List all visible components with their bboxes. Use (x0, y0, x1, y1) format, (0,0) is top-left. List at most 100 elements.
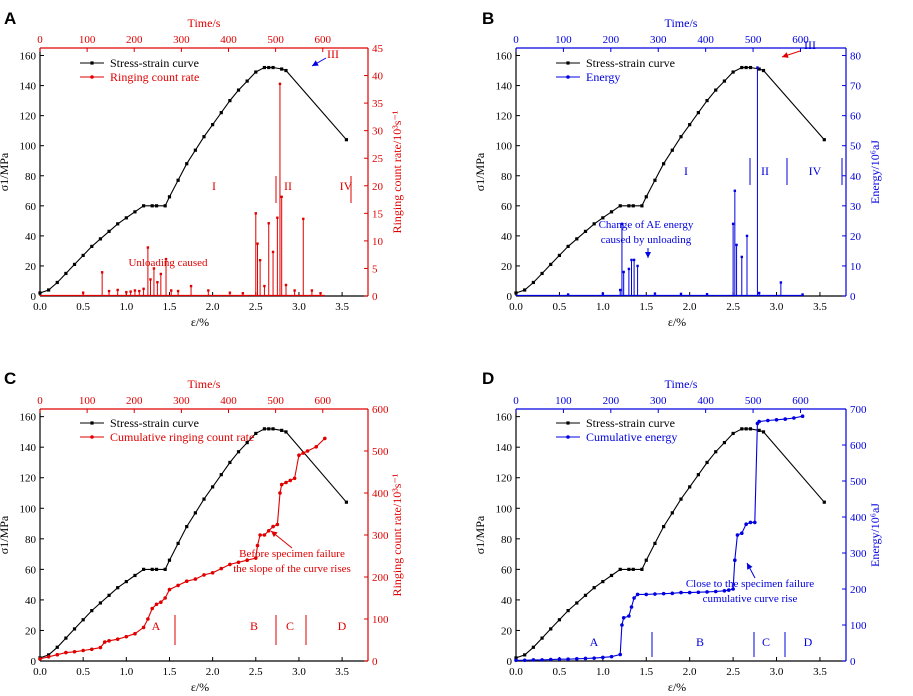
series-marker (64, 271, 68, 276)
legend-marker (566, 61, 570, 65)
series-marker (90, 609, 94, 613)
left-axis-label: σ1/MPa (0, 152, 11, 191)
x-tick-label: 3.5 (335, 301, 349, 313)
legend-marker (90, 75, 94, 79)
y2-tick-label: 35 (372, 98, 384, 110)
series-marker (38, 291, 42, 295)
series-point (653, 292, 657, 295)
series-point (152, 267, 156, 270)
series-marker (185, 162, 189, 166)
series-marker (107, 229, 111, 233)
series-marker (176, 583, 180, 588)
legend-marker (90, 435, 94, 439)
series-point (620, 222, 624, 226)
series-point (81, 291, 85, 294)
series-marker (540, 658, 544, 662)
series-marker (601, 579, 605, 584)
series-marker (141, 567, 146, 571)
series-marker (184, 579, 189, 583)
x-tick-label: 1.5 (163, 301, 177, 313)
series-marker (566, 244, 570, 248)
series-point (207, 289, 210, 292)
series-point (100, 271, 104, 274)
y-tick-label: 20 (25, 261, 37, 273)
legend-label: Stress-strain curve (586, 416, 675, 430)
series-marker (714, 88, 718, 92)
series-point (133, 289, 137, 292)
series-marker (696, 111, 700, 115)
series-marker (98, 237, 103, 241)
series-point (278, 82, 282, 86)
series-marker (620, 623, 624, 627)
series-marker (705, 460, 709, 465)
series-marker (154, 602, 159, 607)
series-marker (154, 567, 159, 571)
y2-tick-label: 500 (850, 476, 867, 488)
series-marker (774, 418, 779, 422)
series-line-stress-strain-curve (515, 428, 825, 659)
series-marker (159, 600, 163, 604)
top-tick-label: 300 (173, 395, 190, 407)
series-marker (271, 524, 275, 529)
y2-tick-label: 100 (372, 614, 389, 626)
annotation-arrowhead (747, 563, 753, 570)
y-tick-label: 120 (20, 473, 37, 485)
annotation-arrowhead (312, 60, 319, 66)
annotation-text: Close to the specimen failure (686, 578, 814, 590)
series-marker (47, 288, 51, 292)
series-marker (679, 135, 683, 139)
series-marker (670, 591, 675, 596)
stage-label: D (804, 635, 813, 649)
series-marker (89, 647, 94, 652)
series-marker (557, 657, 562, 661)
y-tick-label: 0 (507, 291, 513, 303)
legend-label: Stress-strain curve (586, 56, 675, 70)
series-marker (583, 656, 588, 661)
right-axis-label: Ringing count rate/10³s⁻¹ (390, 110, 404, 233)
series-marker (644, 558, 648, 562)
series-marker (107, 593, 111, 597)
series-marker (55, 652, 60, 657)
legend-label: Cumulative energy (586, 430, 677, 444)
series-marker (124, 216, 128, 220)
series-marker (55, 280, 59, 285)
right-axis-label: Energy/10⁶aJ (868, 140, 882, 204)
series-marker (783, 417, 788, 421)
stage-label: IV (340, 179, 353, 193)
series-point (619, 288, 622, 292)
annotation-text: Before specimen failure (239, 548, 345, 560)
series-marker (193, 511, 197, 515)
series-marker (705, 590, 709, 594)
y2-tick-label: 600 (850, 440, 867, 452)
series-marker (219, 111, 223, 115)
stage-label: III (804, 38, 816, 52)
series-marker (344, 138, 349, 142)
y2-tick-label: 200 (850, 584, 867, 596)
y-tick-label: 100 (496, 141, 513, 153)
x-tick-label: 2.5 (249, 666, 263, 678)
series-marker (228, 460, 232, 465)
series-marker (64, 650, 68, 655)
y2-tick-label: 60 (850, 111, 862, 123)
top-tick-label: 500 (745, 395, 762, 407)
left-axis-label: σ1/MPa (473, 515, 487, 554)
y2-tick-label: 400 (850, 512, 867, 524)
series-marker (279, 482, 284, 487)
top-tick-label: 600 (792, 395, 809, 407)
y2-tick-label: 30 (850, 201, 862, 213)
series-marker (292, 476, 297, 481)
x-axis-label: ε/% (668, 315, 686, 329)
series-marker (722, 589, 727, 593)
series-marker (688, 485, 692, 489)
y-tick-label: 40 (501, 595, 513, 607)
series-point (679, 292, 683, 296)
y-tick-label: 160 (20, 51, 37, 63)
series-marker (284, 480, 288, 485)
y2-tick-label: 0 (372, 656, 378, 668)
panel-letter: A (4, 9, 16, 28)
y-tick-label: 100 (20, 141, 37, 153)
series-marker (116, 222, 120, 226)
series-marker (714, 450, 718, 454)
series-point (189, 284, 193, 288)
series-marker (267, 427, 271, 431)
